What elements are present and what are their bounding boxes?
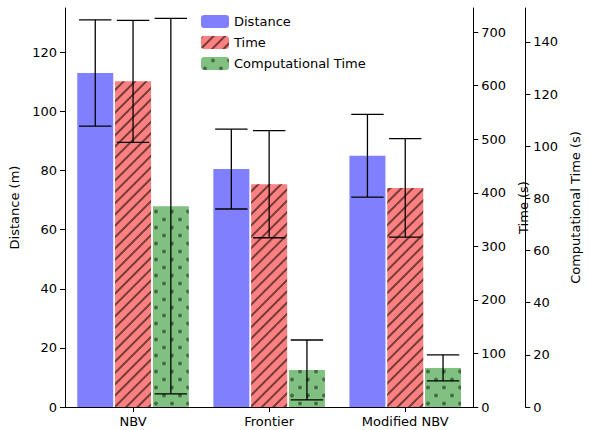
svg-text:60: 60 [533,243,550,258]
svg-text:400: 400 [481,185,506,200]
svg-text:80: 80 [533,191,550,206]
svg-text:500: 500 [481,132,506,147]
svg-text:80: 80 [40,163,57,178]
svg-text:Time (s): Time (s) [516,181,531,235]
svg-text:20: 20 [533,347,550,362]
svg-text:300: 300 [481,239,506,254]
svg-text:Modified NBV: Modified NBV [362,414,449,429]
svg-text:NBV: NBV [119,414,146,429]
svg-text:Distance: Distance [234,14,291,29]
svg-text:0: 0 [481,400,489,415]
svg-text:120: 120 [32,45,57,60]
svg-text:700: 700 [481,25,506,40]
svg-text:0: 0 [533,400,541,415]
svg-text:40: 40 [533,295,550,310]
svg-text:Computational Time: Computational Time [234,56,366,71]
svg-text:200: 200 [481,292,506,307]
svg-text:600: 600 [481,78,506,93]
svg-text:140: 140 [533,34,558,49]
svg-text:60: 60 [40,222,57,237]
svg-text:120: 120 [533,87,558,102]
svg-text:20: 20 [40,340,57,355]
svg-text:100: 100 [533,139,558,154]
svg-text:Frontier: Frontier [244,414,294,429]
svg-text:Distance (m): Distance (m) [7,166,22,250]
svg-text:Time: Time [233,35,266,50]
svg-text:0: 0 [49,400,57,415]
svg-text:40: 40 [40,281,57,296]
svg-text:Computational Time (s): Computational Time (s) [568,131,583,284]
svg-text:100: 100 [481,346,506,361]
svg-text:100: 100 [32,104,57,119]
